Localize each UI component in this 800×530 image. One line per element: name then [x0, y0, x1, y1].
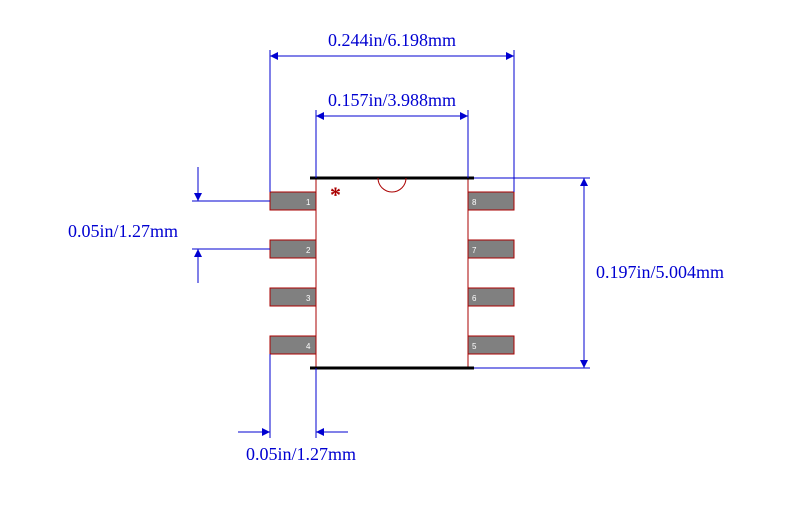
- pin1-marker: *: [330, 182, 341, 207]
- pin-number: 7: [472, 246, 477, 255]
- dim-body-height-label: 0.197in/5.004mm: [596, 262, 724, 282]
- orientation-arc: [378, 178, 406, 192]
- pin-number: 2: [306, 246, 311, 255]
- pin-number: 1: [306, 198, 311, 207]
- package-footprint-diagram: * 1 2 3 4 8 7 6 5 0.244in/6.198mm 0.157in/3.988mm 0…: [0, 0, 800, 530]
- dim-pin-length-label: 0.05in/1.27mm: [246, 444, 356, 464]
- pin-number: 5: [472, 342, 477, 351]
- pin-number: 4: [306, 342, 311, 351]
- dim-pin-pitch-label: 0.05in/1.27mm: [68, 221, 178, 241]
- dim-outer-width-label: 0.244in/6.198mm: [328, 30, 456, 50]
- dim-inner-width-label: 0.157in/3.988mm: [328, 90, 456, 110]
- pin-number: 3: [306, 294, 311, 303]
- pin-number: 6: [472, 294, 477, 303]
- pin-number: 8: [472, 198, 477, 207]
